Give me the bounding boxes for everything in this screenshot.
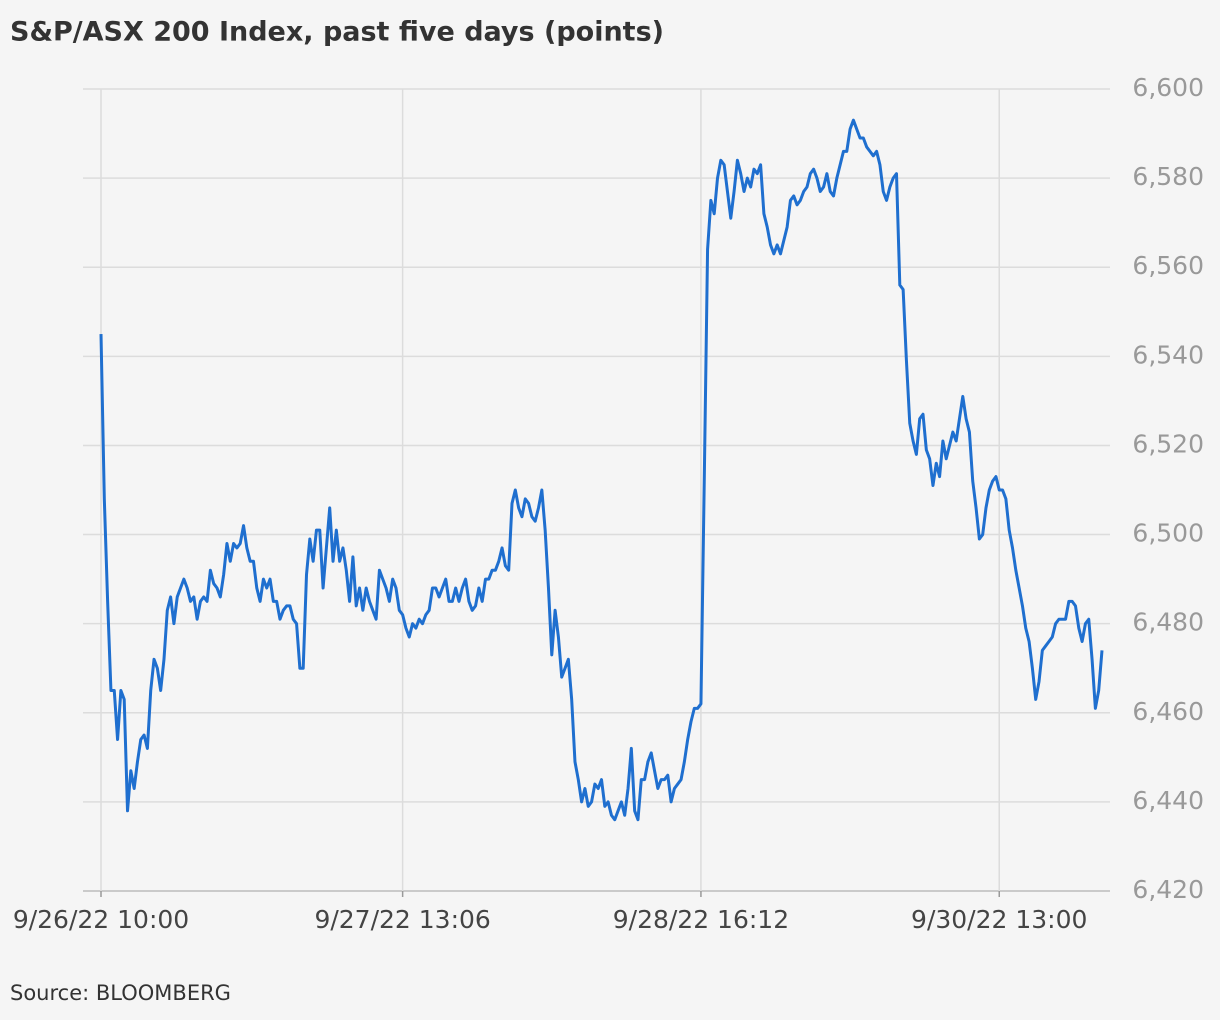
y-tick-label: 6,420 bbox=[1132, 875, 1204, 904]
line bbox=[99, 118, 1104, 822]
y-tick-label: 6,580 bbox=[1132, 162, 1204, 191]
source: Source: BLOOMBERG bbox=[10, 981, 231, 1005]
y-tick-label: 6,560 bbox=[1132, 251, 1204, 280]
y-tick-label: 6,440 bbox=[1132, 786, 1204, 815]
x-tick-label: 9/30/22 13:00 bbox=[911, 905, 1087, 934]
y-tick-label: 6,600 bbox=[1132, 73, 1204, 102]
y-tick-label: 6,520 bbox=[1132, 429, 1204, 458]
chart-title: S&P/ASX 200 Index, past five days (point… bbox=[10, 17, 664, 48]
y-tick-label: 6,540 bbox=[1132, 340, 1204, 369]
x-tick-label: 9/28/22 16:12 bbox=[613, 905, 789, 934]
x-tick-label: 9/27/22 13:06 bbox=[314, 905, 490, 934]
x-tick-label: 9/26/22 10:00 bbox=[13, 905, 189, 934]
y-tick-label: 6,500 bbox=[1132, 519, 1204, 548]
y-tick-label: 6,480 bbox=[1132, 608, 1204, 637]
y-tick-label: 6,460 bbox=[1132, 697, 1204, 726]
